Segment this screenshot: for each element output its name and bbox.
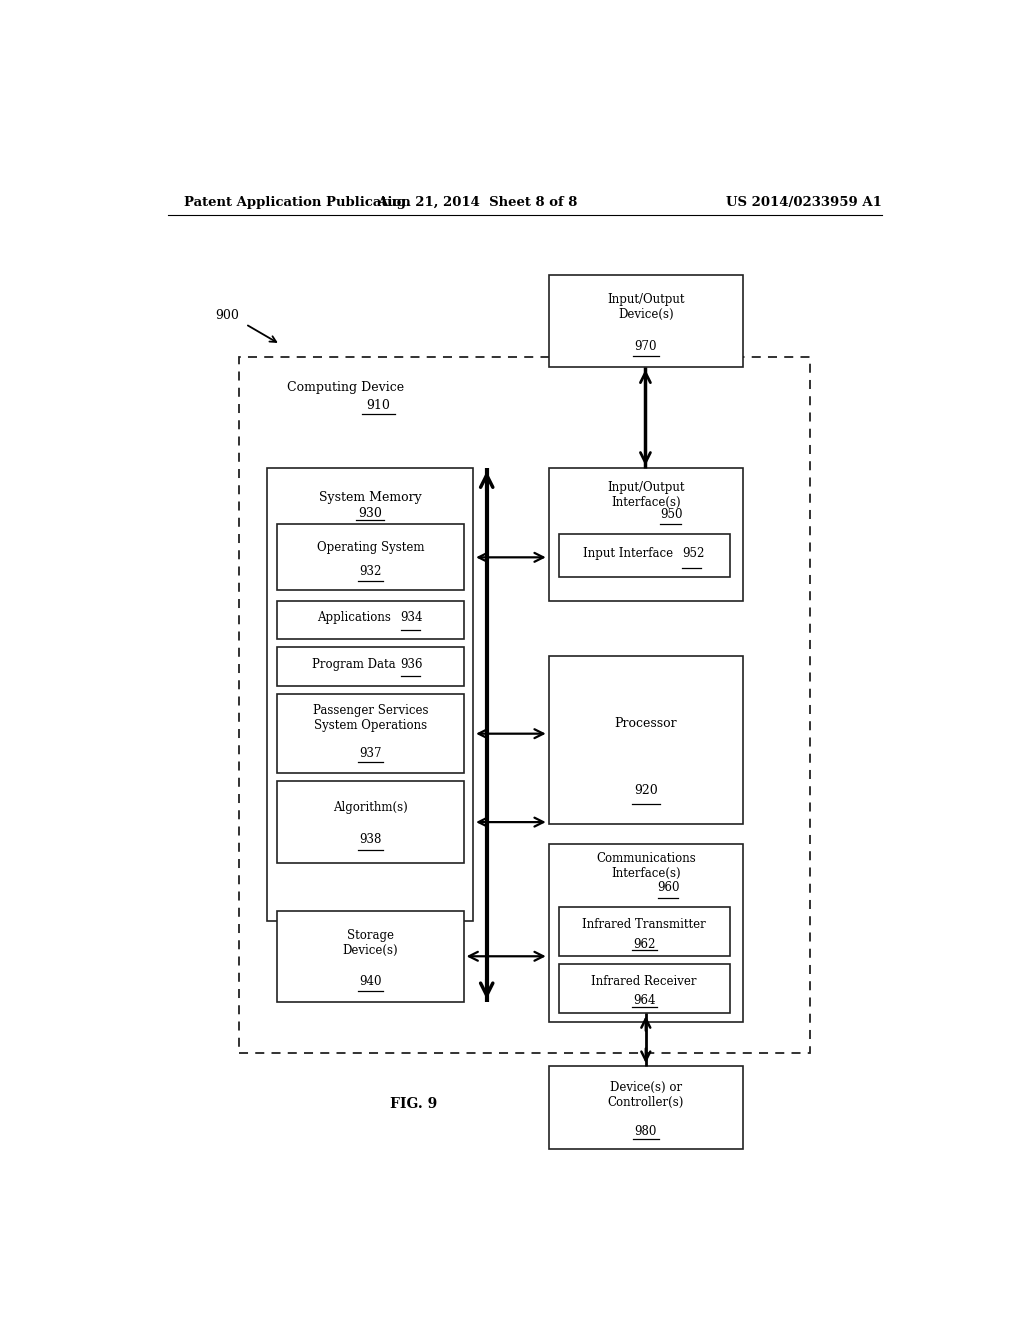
Bar [559,535,729,577]
Text: Infrared Transmitter: Infrared Transmitter [583,919,707,931]
Text: Communications
Interface(s): Communications Interface(s) [596,851,695,880]
Bar [549,845,743,1023]
Text: 932: 932 [359,565,382,578]
Text: 940: 940 [359,975,382,989]
Text: Input Interface: Input Interface [583,548,677,560]
Bar [559,965,729,1014]
Bar [278,524,464,590]
Text: 960: 960 [657,880,680,894]
Text: 934: 934 [400,611,423,624]
Text: FIG. 9: FIG. 9 [390,1097,437,1110]
Text: 950: 950 [660,508,683,521]
Text: Infrared Receiver: Infrared Receiver [592,975,697,987]
Bar [278,781,464,863]
Text: 937: 937 [359,747,382,760]
Text: 900: 900 [215,309,240,322]
Bar [267,469,473,921]
Text: 962: 962 [633,937,655,950]
Text: 930: 930 [358,507,382,520]
Text: Patent Application Publication: Patent Application Publication [183,195,411,209]
Text: System Memory: System Memory [318,491,422,504]
Bar [278,601,464,639]
Text: Applications: Applications [317,611,395,624]
Text: 952: 952 [682,548,705,560]
Text: US 2014/0233959 A1: US 2014/0233959 A1 [726,195,882,209]
Text: 970: 970 [635,341,657,354]
Bar [278,911,464,1002]
Bar [559,907,729,956]
Text: 910: 910 [366,399,390,412]
Text: Aug. 21, 2014  Sheet 8 of 8: Aug. 21, 2014 Sheet 8 of 8 [377,195,578,209]
Text: Passenger Services
System Operations: Passenger Services System Operations [312,704,428,731]
Text: Operating System: Operating System [316,541,424,554]
Bar [240,356,811,1053]
Bar [549,1067,743,1150]
Text: 980: 980 [635,1125,657,1138]
Text: 920: 920 [634,784,657,797]
Text: Program Data: Program Data [312,659,399,671]
Text: 964: 964 [633,994,655,1007]
Text: Algorithm(s): Algorithm(s) [333,801,408,814]
Bar [549,656,743,824]
Text: Input/Output
Device(s): Input/Output Device(s) [607,293,685,321]
Text: 938: 938 [359,833,382,846]
Text: Storage
Device(s): Storage Device(s) [343,928,398,957]
Bar [278,694,464,774]
Text: Device(s) or
Controller(s): Device(s) or Controller(s) [607,1081,684,1109]
Text: Processor: Processor [614,717,677,730]
Text: 936: 936 [400,659,423,671]
Text: Input/Output
Interface(s): Input/Output Interface(s) [607,480,685,508]
Bar [549,469,743,601]
Bar [278,647,464,686]
Text: Computing Device: Computing Device [287,381,403,395]
Bar [549,276,743,367]
